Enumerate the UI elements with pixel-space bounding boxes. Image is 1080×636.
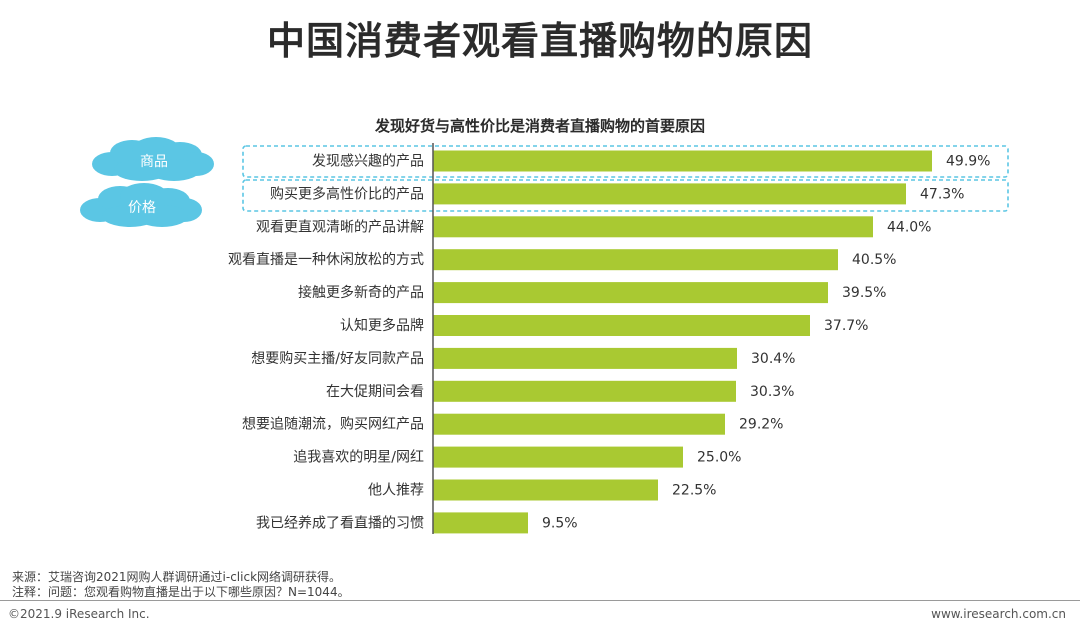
category-label-11: 我已经养成了看直播的习惯 <box>256 514 424 531</box>
bar-2 <box>433 216 873 238</box>
category-label-5: 认知更多品牌 <box>340 317 424 334</box>
category-label-7: 在大促期间会看 <box>326 384 424 400</box>
category-label-1: 购买更多高性价比的产品 <box>270 185 424 202</box>
category-label-4: 接触更多新奇的产品 <box>298 284 424 301</box>
callout-dashed-box-1 <box>242 179 1009 212</box>
bar-11 <box>433 512 528 534</box>
footer-divider <box>0 600 1080 601</box>
category-label-6: 想要购买主播/好友同款产品 <box>251 351 424 367</box>
bar-8 <box>433 413 725 435</box>
bar-3 <box>433 249 838 271</box>
category-label-8: 想要追随潮流，购买网红产品 <box>242 417 424 433</box>
value-label-10: 22.5% <box>672 483 716 499</box>
value-label-4: 39.5% <box>842 285 886 301</box>
chart-subtitle: 发现好货与高性价比是消费者直播购物的首要原因 <box>374 117 705 135</box>
value-label-2: 44.0% <box>887 219 931 235</box>
bar-7 <box>433 380 736 402</box>
callout-cloud-price: 价格 <box>80 183 202 227</box>
bar-10 <box>433 479 658 501</box>
bar-5 <box>433 315 810 336</box>
value-label-11: 9.5% <box>542 515 578 531</box>
copyright: ©2021.9 iResearch Inc. <box>8 607 150 621</box>
category-label-3: 观看直播是一种休闲放松的方式 <box>228 251 424 268</box>
bar-0 <box>433 150 932 172</box>
value-label-0: 49.9% <box>946 154 990 170</box>
question-note: 注释：问题：您观看购物直播是出于以下哪些原因？N=1044。 <box>12 585 350 599</box>
callout-cloud-product-label: 商品 <box>140 154 168 170</box>
value-label-6: 30.4% <box>751 351 795 367</box>
bar-6 <box>433 347 737 369</box>
callout-cloud-product: 商品 <box>92 137 214 181</box>
bar-9 <box>433 446 683 468</box>
bar-4 <box>433 282 828 304</box>
category-label-0: 发现感兴趣的产品 <box>312 153 424 170</box>
value-label-7: 30.3% <box>750 384 794 400</box>
value-label-1: 47.3% <box>920 186 964 202</box>
category-label-9: 追我喜欢的明星/网红 <box>293 450 424 466</box>
value-label-3: 40.5% <box>852 252 896 268</box>
callout-cloud-price-label: 价格 <box>128 200 156 216</box>
category-label-10: 他人推荐 <box>368 483 424 499</box>
value-label-8: 29.2% <box>739 417 783 433</box>
bar-1 <box>433 183 906 205</box>
callout-dashed-box-0 <box>242 145 1009 178</box>
website-link[interactable]: www.iresearch.com.cn <box>931 607 1066 621</box>
page-title: 中国消费者观看直播购物的原因 <box>266 19 813 63</box>
category-label-2: 观看更直观清晰的产品讲解 <box>256 218 424 235</box>
value-label-9: 25.0% <box>697 450 741 466</box>
value-label-5: 37.7% <box>824 318 868 334</box>
source-note: 来源：艾瑞咨询2021网购人群调研通过i-click网络调研获得。 <box>12 570 342 584</box>
